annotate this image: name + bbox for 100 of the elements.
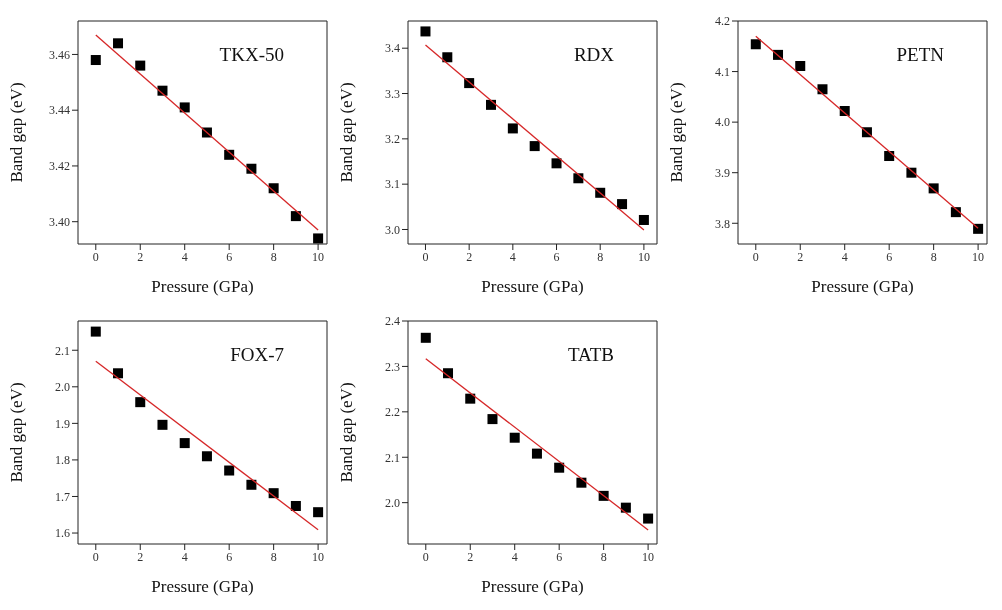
x-tick-label: 6 [553, 249, 560, 264]
point [290, 500, 301, 511]
point [973, 223, 984, 234]
x-tick-label: 0 [92, 549, 99, 564]
x-tick-label: 2 [137, 249, 144, 264]
point [420, 26, 431, 37]
y-tick-label: 1.7 [55, 489, 70, 504]
y-tick-label: 3.4 [385, 41, 400, 56]
x-tick-label: 6 [226, 549, 233, 564]
point [531, 448, 542, 459]
text: RDX [573, 44, 614, 66]
y-tick-label: 3.0 [385, 222, 400, 237]
x-axis-title: Pressure (GPa) [811, 277, 914, 296]
point [113, 368, 124, 379]
x-axis-title: Pressure (GPa) [481, 577, 584, 596]
text: FOX-7 [230, 344, 284, 366]
x-tick-label: 6 [556, 549, 563, 564]
y-tick-label: 4.1 [715, 64, 730, 79]
point [486, 99, 496, 110]
x-tick-label: 10 [312, 249, 325, 264]
point [420, 332, 431, 343]
point [750, 39, 761, 50]
y-axis-title: Band gap (eV) [337, 82, 357, 183]
y-tick-label: 1.8 [55, 453, 70, 468]
x-tick-label: 6 [226, 249, 233, 264]
point [551, 158, 562, 169]
y-tick-label: 4.2 [715, 14, 730, 29]
x-tick-label: 10 [312, 549, 325, 564]
point [135, 60, 146, 71]
x-tick-label: 4 [511, 549, 518, 564]
point [442, 52, 453, 63]
y-tick-label: 3.44 [49, 103, 70, 118]
y-tick-label: 1.6 [55, 526, 70, 541]
x-tick-label: 10 [637, 249, 650, 264]
point [554, 462, 565, 473]
y-axis-title: Band gap (eV) [667, 82, 687, 183]
x-tick-label: 8 [270, 549, 277, 564]
x-tick-label: 0 [422, 549, 429, 564]
x-tick-label: 4 [181, 249, 188, 264]
x-tick-label: 2 [137, 549, 144, 564]
x-tick-label: 10 [642, 549, 655, 564]
y-tick-label: 4.0 [715, 115, 730, 130]
point [884, 151, 895, 162]
y-axis-title: Band gap (eV) [7, 82, 27, 183]
y-tick-label: 3.3 [385, 86, 400, 101]
point [617, 199, 628, 210]
y-tick-label: 1.9 [55, 416, 70, 431]
x-tick-label: 2 [797, 249, 804, 264]
x-tick-label: 2 [467, 549, 474, 564]
point [246, 479, 257, 490]
y-axis-title: Band gap (eV) [337, 382, 357, 483]
x-tick-label: 4 [181, 549, 188, 564]
point [135, 397, 146, 408]
text: PETN [896, 44, 944, 66]
y-tick-label: 3.9 [715, 165, 730, 180]
y-tick-label: 2.4 [385, 314, 400, 329]
point [157, 419, 168, 430]
point [290, 211, 301, 222]
x-axis-title: Pressure (GPa) [481, 277, 584, 296]
point [313, 507, 324, 518]
y-tick-label: 2.3 [385, 359, 400, 374]
point [179, 102, 190, 113]
point [487, 414, 498, 425]
y-tick-label: 3.42 [49, 159, 70, 174]
x-tick-label: 4 [509, 249, 516, 264]
text: TKX-50 [219, 44, 284, 66]
y-tick-label: 3.1 [385, 177, 400, 192]
x-tick-label: 8 [597, 249, 604, 264]
point [638, 214, 649, 225]
point [529, 141, 540, 152]
y-tick-label: 2.1 [55, 343, 70, 358]
x-tick-label: 10 [972, 249, 985, 264]
y-tick-label: 3.2 [385, 132, 400, 147]
x-axis-title: Pressure (GPa) [151, 577, 254, 596]
x-tick-label: 8 [600, 549, 607, 564]
point [795, 61, 806, 71]
point [313, 233, 324, 244]
y-tick-label: 2.0 [385, 495, 400, 510]
point [113, 38, 124, 49]
point [90, 326, 101, 337]
point [224, 465, 235, 476]
x-tick-label: 4 [841, 249, 848, 264]
x-axis-title: Pressure (GPa) [151, 277, 254, 296]
point [620, 502, 631, 513]
point [576, 477, 587, 488]
point [643, 513, 654, 524]
point [507, 123, 518, 134]
x-tick-label: 6 [886, 249, 893, 264]
y-axis-title: Band gap (eV) [7, 382, 27, 483]
x-tick-label: 0 [422, 249, 429, 264]
point [179, 438, 190, 449]
point [201, 451, 212, 462]
x-tick-label: 8 [930, 249, 937, 264]
x-tick-label: 0 [752, 249, 759, 264]
y-tick-label: 2.0 [55, 380, 70, 395]
y-tick-label: 3.46 [49, 47, 70, 62]
x-tick-label: 8 [270, 249, 277, 264]
point [817, 84, 828, 95]
point [90, 55, 101, 66]
y-tick-label: 3.8 [715, 216, 730, 231]
